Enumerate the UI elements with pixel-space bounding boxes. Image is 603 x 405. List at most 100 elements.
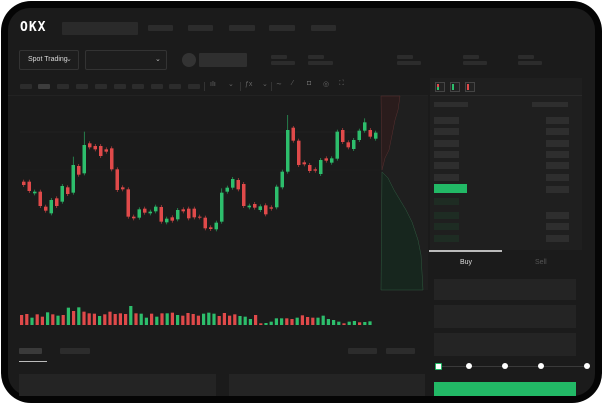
order-amount [546, 117, 569, 124]
stat-label [463, 55, 479, 59]
candle [66, 187, 70, 194]
slider-handle[interactable] [435, 363, 442, 370]
candle [214, 222, 218, 230]
order-card [19, 374, 216, 396]
volume-bar [139, 313, 143, 325]
volume-bar [61, 315, 65, 325]
buy-button[interactable] [434, 382, 576, 396]
bid-price[interactable] [434, 223, 459, 230]
timeframe-button[interactable] [95, 84, 107, 89]
volume-bar [212, 313, 216, 325]
timeframe-button[interactable] [151, 84, 163, 89]
price-input[interactable] [434, 279, 576, 300]
ask-price[interactable] [434, 128, 459, 135]
bid-price[interactable] [434, 235, 459, 242]
candle [71, 165, 75, 193]
volume-bar [46, 312, 50, 325]
amount-input[interactable] [434, 305, 576, 328]
volume-bar [92, 313, 96, 325]
tab-order-history[interactable] [60, 348, 90, 354]
filter-button[interactable] [386, 348, 415, 354]
timeframe-button[interactable] [132, 84, 144, 89]
ask-price[interactable] [434, 162, 459, 169]
candle [352, 140, 356, 149]
timeframe-button[interactable] [76, 84, 88, 89]
candle [159, 207, 163, 222]
slider-mark-50[interactable] [502, 363, 508, 369]
timeframe-button[interactable] [114, 84, 126, 89]
filter-button[interactable] [348, 348, 377, 354]
order-amount [546, 162, 569, 169]
candle [242, 184, 246, 206]
orderbook-bids-icon[interactable] [450, 82, 460, 92]
candle [220, 192, 224, 222]
market-type-dropdown[interactable]: Spot Trading ⌄ [19, 50, 79, 70]
candle [225, 187, 229, 192]
volume-bar [165, 313, 169, 325]
ask-price[interactable] [434, 140, 459, 147]
tab-sell[interactable]: Sell [535, 259, 547, 266]
candle [60, 186, 64, 202]
slider-mark-25[interactable] [466, 363, 472, 369]
candle [27, 181, 31, 191]
volume-bar [295, 317, 299, 325]
volume-bar [228, 315, 232, 325]
volume-bar [337, 321, 341, 325]
coin-icon [182, 53, 196, 67]
volume-bar [66, 307, 70, 325]
tab-buy[interactable]: Buy [460, 259, 473, 266]
candle [88, 143, 92, 148]
volume-bar [72, 311, 76, 325]
candle-type-icon[interactable]: ıIı [210, 81, 216, 88]
pair-dropdown[interactable]: ⌄ [85, 50, 167, 70]
nav-item[interactable] [188, 25, 213, 31]
volume-bar [170, 312, 174, 325]
ask-price[interactable] [434, 151, 459, 158]
nav-item[interactable] [269, 25, 295, 31]
chevron-down-icon[interactable]: ⌄ [262, 81, 268, 88]
depth-bids-area [380, 171, 424, 291]
order-amount [546, 174, 569, 181]
settings-icon[interactable]: ◎ [323, 81, 330, 88]
nav-item[interactable] [311, 25, 336, 31]
volume-bar [264, 323, 268, 325]
search-bar[interactable] [62, 22, 138, 35]
nav-item[interactable] [229, 25, 255, 31]
slider-mark-100[interactable] [584, 363, 590, 369]
slider-mark-75[interactable] [538, 363, 544, 369]
indicator-icon[interactable]: ƒx [245, 81, 253, 88]
volume-bar [25, 314, 29, 325]
ruler-icon[interactable]: ⁄ [292, 80, 294, 87]
volume-bar [352, 321, 356, 325]
camera-icon[interactable]: ◘ [307, 80, 312, 87]
stat-value [518, 61, 542, 65]
orderbook-asks-icon[interactable] [465, 82, 475, 92]
line-tool-icon[interactable]: ∼ [276, 81, 282, 88]
fullscreen-icon[interactable]: ⛶ [339, 80, 344, 87]
ask-price[interactable] [434, 117, 459, 124]
total-input[interactable] [434, 333, 576, 356]
stat-label [397, 55, 413, 59]
bid-price[interactable] [434, 212, 459, 219]
volume-bar [134, 313, 138, 325]
tab-open-orders[interactable] [19, 348, 42, 354]
divider [204, 82, 205, 91]
stat-value [463, 61, 487, 65]
ask-price[interactable] [434, 174, 459, 181]
volume-bar [176, 315, 180, 325]
candle [126, 189, 130, 217]
timeframe-button[interactable] [57, 84, 69, 89]
timeframe-button[interactable] [169, 84, 181, 89]
timeframe-button[interactable] [38, 84, 50, 89]
orderbook-both-icon[interactable] [435, 82, 445, 92]
timeframe-button[interactable] [188, 84, 200, 89]
candle [264, 205, 268, 215]
okx-logo: OKX [20, 20, 47, 35]
order-amount [546, 128, 569, 135]
bid-price[interactable] [434, 198, 459, 205]
timeframe-button[interactable] [20, 84, 32, 89]
slider-track[interactable] [438, 366, 588, 367]
chevron-down-icon[interactable]: ⌄ [228, 81, 234, 88]
nav-item[interactable] [148, 25, 173, 31]
